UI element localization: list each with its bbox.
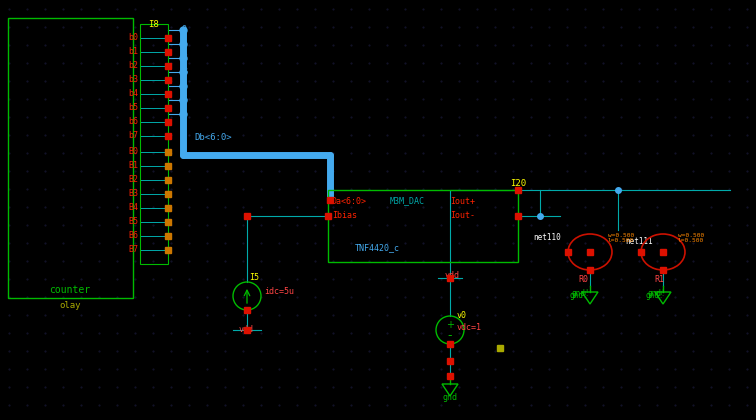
Bar — [165, 205, 171, 211]
Text: gnd!: gnd! — [645, 291, 664, 300]
Bar — [447, 358, 453, 364]
Text: Iout+: Iout+ — [450, 197, 475, 205]
Bar — [244, 213, 250, 219]
Bar — [165, 233, 171, 239]
Bar — [660, 249, 666, 255]
Text: B3: B3 — [128, 189, 138, 199]
Bar — [328, 190, 518, 262]
Text: b4: b4 — [128, 89, 138, 99]
Text: vdd: vdd — [238, 326, 253, 334]
Text: b0: b0 — [128, 34, 138, 42]
Text: 4: 4 — [182, 81, 187, 90]
Text: 1: 1 — [182, 39, 187, 48]
Text: Ibias: Ibias — [332, 212, 357, 220]
Bar — [165, 91, 171, 97]
Bar — [587, 267, 593, 273]
Text: R0: R0 — [578, 276, 588, 284]
Text: b7: b7 — [128, 131, 138, 141]
Bar — [165, 191, 171, 197]
Bar — [165, 105, 171, 111]
Bar — [515, 187, 521, 193]
Bar — [497, 345, 503, 351]
Text: vdd: vdd — [445, 271, 460, 281]
Bar — [165, 35, 171, 41]
Text: v0: v0 — [457, 310, 467, 320]
Text: gnd!: gnd! — [570, 291, 588, 300]
Text: w=0.500
l=0.500: w=0.500 l=0.500 — [608, 233, 634, 244]
Text: -: - — [448, 330, 452, 342]
Text: net110: net110 — [533, 233, 561, 241]
Bar — [165, 177, 171, 183]
Text: net111: net111 — [625, 237, 652, 247]
Bar — [165, 163, 171, 169]
Text: Da<6:0>: Da<6:0> — [332, 197, 367, 205]
Text: 3: 3 — [182, 68, 187, 76]
Text: 0: 0 — [182, 26, 187, 34]
Text: B4: B4 — [128, 204, 138, 213]
Text: gnd!: gnd! — [572, 289, 590, 299]
Text: B5: B5 — [128, 218, 138, 226]
Text: +: + — [446, 320, 454, 330]
Bar — [165, 247, 171, 253]
Text: 6: 6 — [182, 110, 187, 118]
Text: Iout-: Iout- — [450, 212, 475, 220]
Text: B0: B0 — [128, 147, 138, 157]
Text: b5: b5 — [128, 103, 138, 113]
Text: R1: R1 — [654, 276, 664, 284]
Text: b3: b3 — [128, 76, 138, 84]
Text: gnd: gnd — [442, 394, 457, 402]
Bar — [165, 63, 171, 69]
Text: idc=5u: idc=5u — [264, 286, 294, 296]
Text: I20: I20 — [510, 179, 526, 189]
Text: b1: b1 — [128, 47, 138, 57]
Bar — [587, 249, 593, 255]
Text: Db<6:0>: Db<6:0> — [194, 134, 231, 142]
Text: b6: b6 — [128, 118, 138, 126]
Bar — [165, 77, 171, 83]
Text: counter: counter — [49, 285, 91, 295]
Bar — [140, 24, 168, 264]
Text: gnd!: gnd! — [647, 289, 665, 299]
Bar — [165, 149, 171, 155]
Bar — [447, 275, 453, 281]
Bar — [638, 249, 644, 255]
Text: TNF4420_c: TNF4420_c — [355, 244, 400, 252]
Text: B7: B7 — [128, 246, 138, 255]
Bar — [165, 119, 171, 125]
Bar — [244, 327, 250, 333]
Text: B1: B1 — [128, 162, 138, 171]
Bar — [660, 267, 666, 273]
Bar — [244, 307, 250, 313]
Bar — [565, 249, 571, 255]
Text: 5: 5 — [182, 95, 187, 105]
Bar — [8, 18, 133, 298]
Bar — [325, 213, 331, 219]
Text: I8: I8 — [148, 20, 159, 29]
Bar — [165, 49, 171, 55]
Text: w=0.500
l=0.500: w=0.500 l=0.500 — [678, 233, 705, 244]
Bar — [165, 133, 171, 139]
Text: b2: b2 — [128, 61, 138, 71]
Bar — [165, 219, 171, 225]
Text: M3M_DAC: M3M_DAC — [390, 197, 425, 205]
Text: olay: olay — [59, 300, 81, 310]
Bar — [327, 197, 333, 203]
Text: B2: B2 — [128, 176, 138, 184]
Text: I5: I5 — [249, 273, 259, 283]
Text: vdc=1: vdc=1 — [457, 323, 482, 331]
Bar — [515, 213, 521, 219]
Text: 2: 2 — [182, 53, 187, 63]
Text: B6: B6 — [128, 231, 138, 241]
Bar — [447, 373, 453, 379]
Bar — [447, 341, 453, 347]
